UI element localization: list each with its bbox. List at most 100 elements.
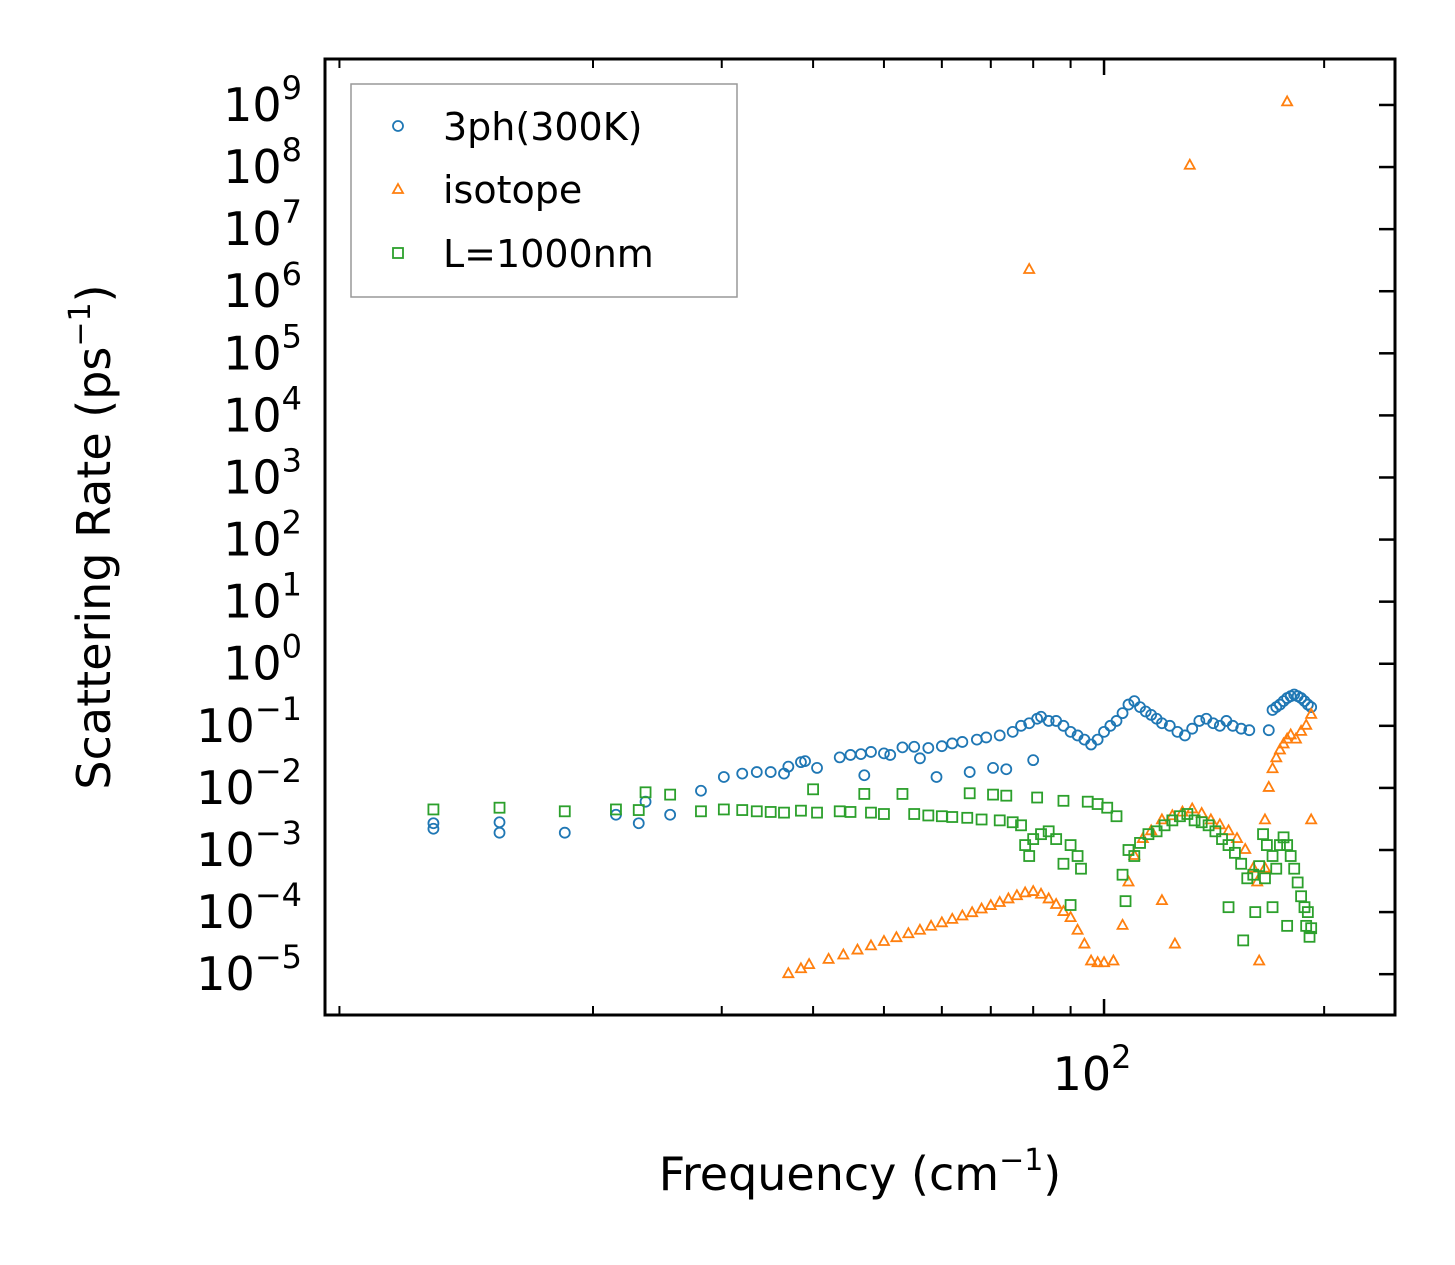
point-triangle	[1183, 157, 1197, 170]
point-square	[1134, 837, 1146, 849]
legend-label-isotope: isotope	[443, 168, 582, 212]
point-triangle	[1022, 262, 1036, 274]
point-triangle	[1155, 812, 1169, 825]
point-circle	[717, 771, 730, 783]
point-triangle	[889, 930, 903, 943]
point-triangle	[1222, 823, 1236, 836]
point-circle	[427, 822, 440, 835]
point-circle	[1015, 719, 1027, 732]
x-axis-label-sup: −1	[999, 1143, 1043, 1178]
point-square	[1277, 831, 1290, 844]
point-triangle	[781, 966, 795, 979]
point-square	[1284, 850, 1297, 862]
point-square	[878, 808, 890, 820]
point-circle	[865, 746, 877, 758]
point-triangle	[802, 957, 816, 970]
point-square	[1023, 850, 1036, 862]
point-triangle	[1299, 717, 1313, 730]
point-square	[750, 805, 763, 818]
point-circle	[1163, 719, 1176, 732]
point-triangle	[1026, 884, 1040, 896]
point-square	[1303, 930, 1316, 943]
data-marks	[427, 94, 1318, 979]
point-triangle	[864, 938, 878, 951]
point-square	[807, 783, 819, 796]
point-square	[1202, 819, 1215, 832]
y-tick-label: 10−2	[196, 752, 302, 815]
point-triangle	[1034, 886, 1048, 899]
legend-marker-isotope	[391, 182, 405, 194]
point-triangle	[901, 926, 915, 939]
point-square	[961, 811, 974, 824]
point-circle	[1235, 722, 1248, 735]
point-triangle	[1106, 953, 1120, 966]
point-square	[975, 813, 988, 826]
point-circle	[695, 784, 707, 797]
point-square	[1222, 839, 1235, 851]
point-triangle	[1001, 891, 1015, 904]
point-square	[1071, 850, 1084, 862]
point-square	[1116, 868, 1129, 881]
legend-marker-l1000nm	[392, 247, 404, 259]
x-axis-label-text: Frequency (cm	[659, 1147, 999, 1201]
point-square	[1000, 789, 1013, 802]
point-circle	[782, 760, 795, 773]
point-square	[1253, 860, 1266, 873]
y-axis-label-tail: )	[67, 284, 121, 302]
point-square	[1270, 862, 1283, 875]
point-square	[1128, 850, 1141, 862]
point-triangle	[1289, 731, 1303, 744]
point-circle	[1262, 724, 1275, 737]
point-triangle	[1262, 780, 1276, 792]
point-circle	[1091, 733, 1104, 746]
point-square	[1288, 862, 1301, 875]
point-circle	[1098, 725, 1110, 738]
point-square	[963, 787, 976, 800]
point-circle	[1042, 715, 1055, 727]
point-circle	[1000, 763, 1013, 776]
point-triangle	[1097, 955, 1111, 968]
y-tick-label: 108	[223, 131, 302, 194]
point-triangle	[1010, 888, 1024, 901]
point-triangle	[1258, 812, 1272, 825]
point-circle	[858, 769, 871, 782]
point-circle	[558, 826, 571, 839]
point-circle	[811, 762, 823, 774]
point-triangle	[913, 922, 927, 935]
point-triangle	[935, 915, 949, 928]
point-triangle	[1084, 953, 1098, 966]
point-circle	[987, 762, 999, 774]
point-triangle	[822, 952, 836, 964]
y-axis-label-text: Scattering Rate (ps	[67, 347, 121, 790]
point-square	[1260, 839, 1273, 851]
point-triangle	[1064, 910, 1078, 923]
point-square	[1281, 919, 1294, 932]
point-circle	[1156, 717, 1168, 730]
point-triangle	[1238, 842, 1252, 854]
point-square	[695, 805, 707, 818]
point-square	[1216, 833, 1228, 845]
point-square	[1119, 895, 1132, 908]
point-square	[1057, 857, 1070, 870]
y-tick-label: 104	[223, 379, 302, 442]
point-square	[778, 806, 790, 819]
point-square	[1110, 810, 1123, 823]
legend-label-3ph: 3ph(300K)	[443, 105, 642, 149]
point-square	[865, 806, 877, 819]
point-square	[736, 804, 749, 816]
point-triangle	[1269, 750, 1283, 763]
point-square	[1195, 816, 1208, 829]
point-triangle	[836, 947, 850, 960]
point-square	[1301, 906, 1314, 918]
point-square	[896, 788, 909, 800]
point-triangle	[1155, 893, 1169, 906]
point-square	[1229, 846, 1241, 859]
point-circle	[1193, 715, 1206, 727]
y-tick-label: 107	[223, 193, 302, 256]
point-square	[1295, 890, 1308, 903]
point-triangle	[975, 901, 989, 914]
point-square	[946, 811, 959, 823]
point-triangle	[1018, 885, 1032, 898]
y-tick-label: 10−1	[196, 690, 302, 753]
point-triangle	[1284, 727, 1298, 740]
